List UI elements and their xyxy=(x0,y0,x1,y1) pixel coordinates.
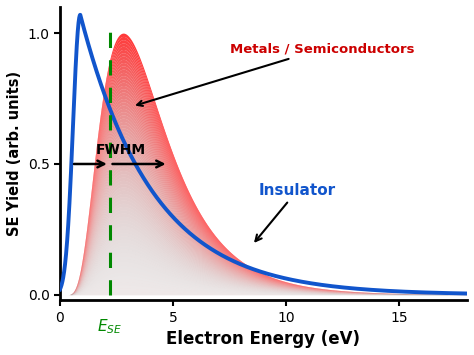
Y-axis label: SE Yield (arb. units): SE Yield (arb. units) xyxy=(7,71,22,236)
Text: Insulator: Insulator xyxy=(255,183,336,241)
Text: $E_{SE}$: $E_{SE}$ xyxy=(97,317,122,336)
Text: Metals / Semiconductors: Metals / Semiconductors xyxy=(137,42,414,106)
X-axis label: Electron Energy (eV): Electron Energy (eV) xyxy=(166,330,361,348)
Text: FWHM: FWHM xyxy=(96,143,146,157)
